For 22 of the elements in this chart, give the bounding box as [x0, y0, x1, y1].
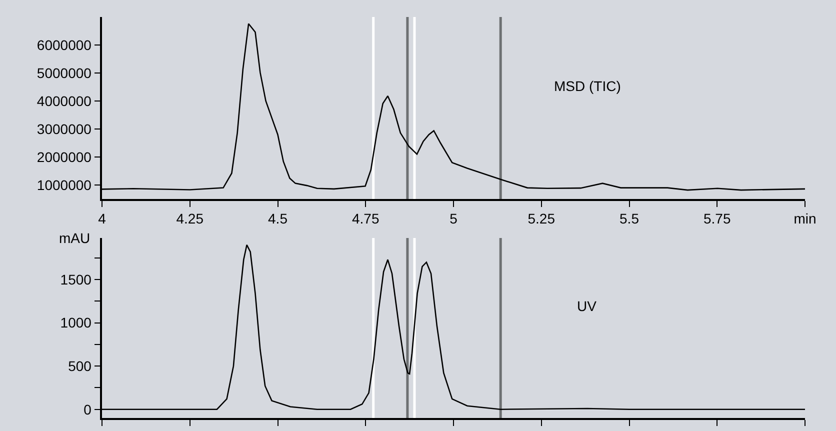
x-tick-label: min	[794, 210, 816, 227]
y-tick-label: 1000000	[36, 176, 92, 193]
y-tick-label: 4000000	[36, 92, 92, 109]
y-tick-label: 3000000	[36, 120, 92, 137]
x-tick-label: 5.25	[528, 210, 556, 227]
x-tick-label: 5.75	[704, 210, 731, 227]
x-tick-label: 4.5	[268, 210, 288, 227]
y-tick-label: 6000000	[36, 36, 92, 53]
annotation: UV	[577, 298, 598, 314]
y-tick-label: 0	[84, 401, 92, 418]
x-tick-label: 4.75	[352, 210, 380, 227]
y-axis-title: mAU	[59, 230, 90, 246]
y-tick-label: 1500	[60, 271, 92, 288]
x-tick-label: 4	[98, 210, 106, 227]
annotation: MSD (TIC)	[554, 78, 621, 94]
y-tick-label: 500	[68, 358, 92, 374]
y-tick-label: 5000000	[36, 64, 92, 81]
x-tick-label: 4.25	[176, 210, 204, 227]
x-tick-label: 5	[450, 210, 458, 227]
x-tick-label: 5.5	[620, 210, 640, 227]
y-tick-label: 1000	[60, 314, 92, 331]
y-tick-label: 2000000	[36, 148, 92, 165]
